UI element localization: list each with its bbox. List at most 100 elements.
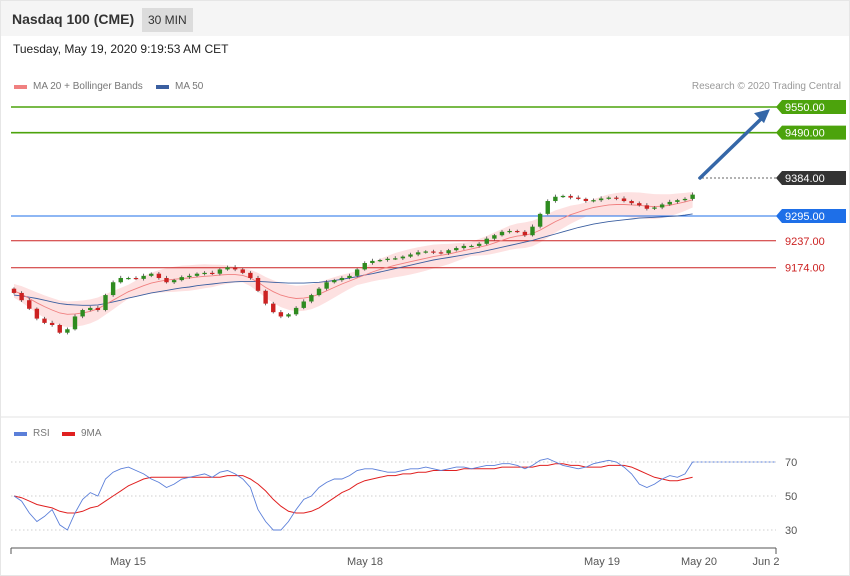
candle [659,202,665,210]
candle [126,276,131,280]
candle [362,261,367,271]
legend-ma20-label: MA 20 + Bollinger Bands [33,81,143,92]
candle-body [484,238,489,244]
candle-body [469,245,474,248]
candle-body [240,269,245,273]
x-tick-label: May 20 [681,556,717,568]
rsi-tick-70: 70 [785,457,797,469]
candle [675,198,680,204]
candle [652,206,657,211]
level-text: 9174.00 [785,263,825,275]
candle [606,196,611,200]
candle-body [278,312,284,317]
candle [522,230,528,237]
bollinger-band [14,191,693,328]
candle-body [179,277,184,281]
candle-body [217,269,223,274]
candle-body [255,277,261,291]
ma20-line [13,199,693,315]
level-tag [776,170,846,185]
level-tag [776,209,846,223]
candle [103,293,108,312]
legend-rsi: RSI [14,428,50,439]
candle [408,252,413,258]
candle [332,278,337,284]
candle-body [499,231,505,236]
candle-body [202,272,207,275]
level-label-9384.00: 9384.00 [776,170,846,185]
candle [118,275,123,284]
candle-body [324,282,329,289]
candle-body [492,235,497,239]
candle [194,272,200,278]
candle-body [118,277,123,283]
candle [240,268,245,275]
candle-body [446,250,451,254]
level-label-9174.00: 9174.00 [785,263,825,275]
candle [499,230,505,237]
candle [476,242,482,248]
candle-body [629,201,634,204]
legend-ma20-swatch [14,84,27,89]
candle [339,276,345,282]
candle [72,314,78,331]
level-text: 9490.00 [785,128,825,140]
candle [57,323,62,334]
projection-arrow [698,114,766,180]
candle [415,250,421,257]
candle-body [65,329,70,333]
candle-body [187,275,192,278]
candle-body [103,295,108,311]
candle [301,299,306,310]
candle [690,192,695,201]
timeframe-badge[interactable]: 30 MIN [142,8,193,32]
candle [286,313,291,318]
candle-body [42,318,47,323]
candle [133,276,139,281]
candle-body [553,196,558,202]
level-label-9550.00: 9550.00 [776,100,846,114]
candle [232,265,238,272]
candle [438,250,444,255]
candle-body [194,273,200,276]
level-label-9237.00: 9237.00 [785,236,825,248]
candle [400,255,406,261]
legend-ma50: MA 50 [156,81,203,92]
candle-body [271,303,276,313]
candle [469,244,474,248]
candle-body [522,231,528,236]
legend-9ma-swatch [62,431,75,436]
candle-body [141,275,146,279]
candle [576,195,581,201]
candle [537,212,543,229]
candle [271,301,276,314]
candle-body [34,308,40,319]
candle [393,256,398,261]
instrument-title: Nasdaq 100 (CME) [12,11,135,27]
candle [164,275,169,284]
candle-body [156,273,162,278]
candle [461,243,467,250]
x-tick-label: May 19 [584,556,620,568]
candle [202,271,207,276]
candle [293,306,299,317]
candle-body [293,307,299,315]
candle-body [126,277,131,280]
x-tick-label: May 18 [347,556,383,568]
candle-body [682,198,688,201]
candle [278,310,284,319]
candle-body [57,325,62,333]
candle-body [690,194,695,199]
candle [621,196,627,203]
legend-ma50-swatch [156,84,169,89]
candle [484,236,489,246]
candle [27,298,32,311]
candle-body [88,307,93,311]
legend-rsi-label: RSI [33,428,50,439]
candle-body [614,197,619,199]
rsi-9ma-line [13,463,693,514]
candle [614,195,619,201]
candle [682,197,688,202]
candle-body [286,314,291,317]
level-text: 9237.00 [785,236,825,248]
